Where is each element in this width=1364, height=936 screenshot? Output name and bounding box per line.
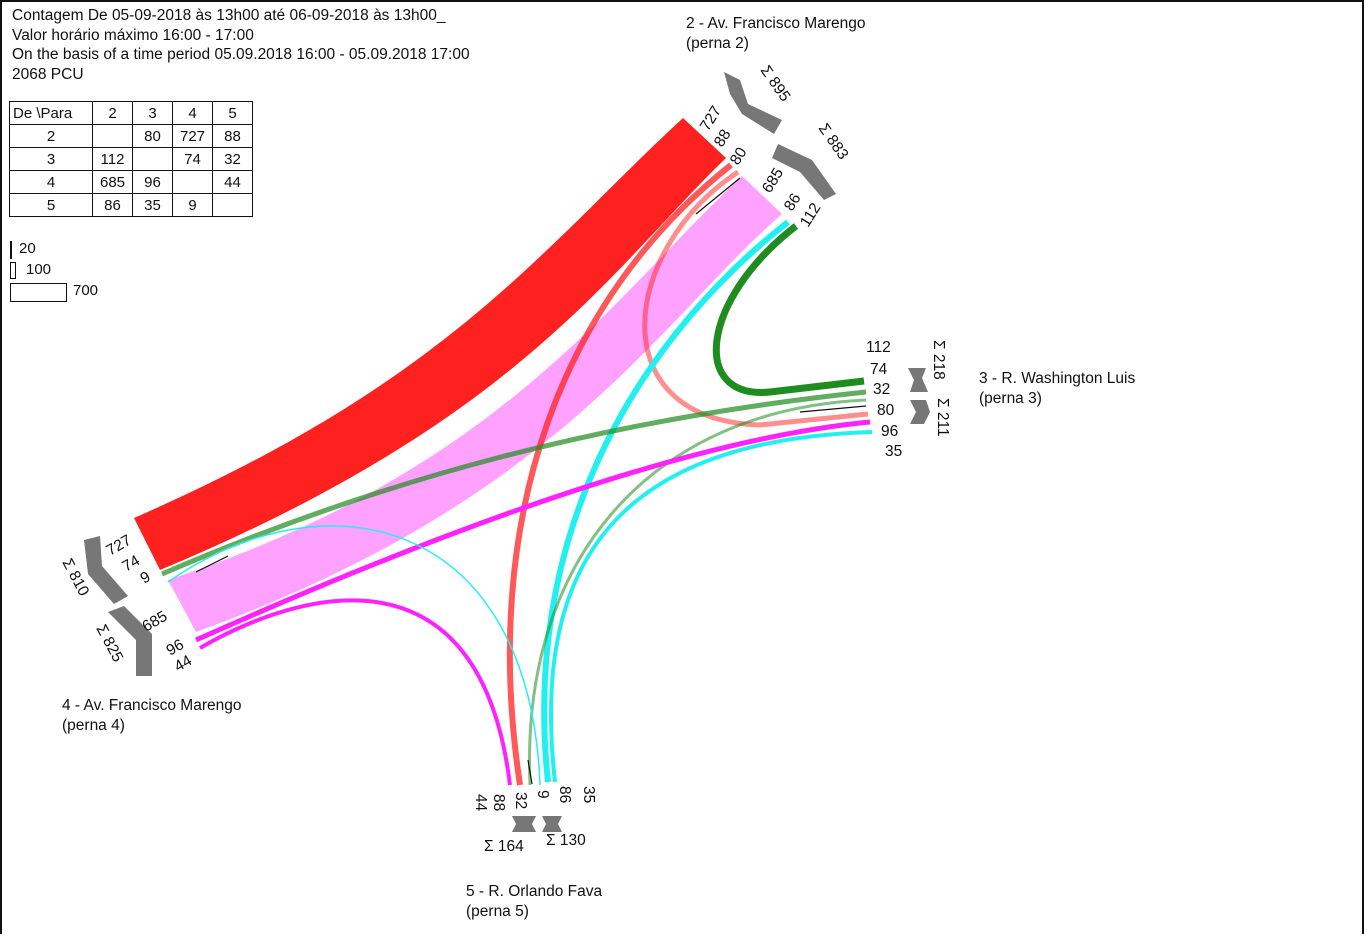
scale-label-100: 100 xyxy=(26,261,52,278)
leg3-label-35: 35 xyxy=(885,443,902,460)
flow-2-to-4 xyxy=(134,118,726,570)
leg5-label-44: 44 xyxy=(472,794,489,812)
leg3-label-96: 96 xyxy=(881,423,898,440)
table-row: 2 80 727 88 xyxy=(9,124,253,148)
leg4-label-9: 9 xyxy=(138,568,154,587)
table-cell xyxy=(212,193,253,217)
leg2-label-86: 86 xyxy=(781,190,805,214)
leg5-value-labels: 44 88 32 9 86 35 Σ 164 Σ 130 xyxy=(472,786,597,855)
leg2-label-80: 80 xyxy=(727,144,751,168)
leg5-out-chevron xyxy=(542,816,562,832)
leg5-label-86: 86 xyxy=(556,786,573,803)
table-cell: 74 xyxy=(172,147,213,171)
col-header: 3 xyxy=(132,101,173,125)
leg3-sum-in: Σ 218 xyxy=(930,340,947,380)
table-cell: 727 xyxy=(172,124,213,148)
leg4-label-96: 96 xyxy=(164,636,187,659)
table-cell: 35 xyxy=(132,193,173,217)
leg4-out-chevron xyxy=(108,606,152,676)
table-header-row: De \Para 2 3 4 5 xyxy=(9,101,253,125)
leg5-sum-in: Σ 164 xyxy=(484,838,524,855)
row-header: 2 xyxy=(9,124,93,148)
table-cell: 80 xyxy=(132,124,173,148)
table-row: 4 685 96 44 xyxy=(9,170,253,194)
leg2-name: 2 - Av. Francisco Marengo xyxy=(686,15,866,32)
leg2-subname: (perna 2) xyxy=(686,35,749,52)
table-cell xyxy=(172,170,213,194)
leg2-label: 2 - Av. Francisco Marengo (perna 2) xyxy=(686,14,865,54)
total-pcu-text: 2068 PCU xyxy=(12,65,84,83)
flow-5-to-4 xyxy=(167,525,541,786)
leg3-label: 3 - R. Washington Luis (perna 3) xyxy=(979,369,1135,409)
count-period-title: Contagem De 05-09-2018 às 13h00 até 06-0… xyxy=(12,7,446,24)
leg5-label: 5 - R. Orlando Fava (perna 5) xyxy=(466,882,602,922)
leg3-value-labels: 112 74 32 80 96 35 Σ 218 Σ 211 xyxy=(866,339,951,460)
leg3-label-112: 112 xyxy=(866,339,891,356)
leg3-name: 3 - R. Washington Luis xyxy=(979,370,1136,387)
leg3-label-74: 74 xyxy=(870,361,888,378)
leg5-name: 5 - R. Orlando Fava xyxy=(466,883,603,900)
leg3-out-chevron xyxy=(910,400,930,424)
leg3-in-chevron xyxy=(908,368,928,392)
leg5-subname: (perna 5) xyxy=(466,903,529,920)
leg2-label-685: 685 xyxy=(759,165,787,196)
leg4-in-chevron xyxy=(84,536,128,604)
table-cell xyxy=(92,124,133,148)
table-cell: 86 xyxy=(92,193,133,217)
table-cell: 32 xyxy=(212,147,253,171)
leg3-subname: (perna 3) xyxy=(979,390,1042,407)
leg4-label: 4 - Av. Francisco Marengo (perna 4) xyxy=(62,696,241,736)
leg5-label-35: 35 xyxy=(580,786,597,803)
flow-2-to-3 xyxy=(642,169,869,428)
leg2-out-chevron xyxy=(772,144,836,200)
header-block: Contagem De 05-09-2018 às 13h00 até 06-0… xyxy=(12,6,470,84)
scale-label-20: 20 xyxy=(19,240,36,257)
leg5-sum-out: Σ 130 xyxy=(546,832,586,849)
flow-3-to-2 xyxy=(712,223,865,396)
flow-4-to-2 xyxy=(168,176,782,632)
table-row: 5 86 35 9 xyxy=(9,193,253,217)
flow-4-to-5 xyxy=(198,598,512,786)
leg5-label-32: 32 xyxy=(512,792,529,809)
leg4-sum-out: Σ 825 xyxy=(92,622,126,665)
scale-bar-20 xyxy=(10,241,12,259)
leg5-label-9: 9 xyxy=(534,790,551,799)
table-cell: 96 xyxy=(132,170,173,194)
leg5-in-chevron xyxy=(512,816,536,832)
flow-hatch xyxy=(195,177,867,785)
leg4-name: 4 - Av. Francisco Marengo xyxy=(62,697,242,714)
flow-5-to-3 xyxy=(549,430,873,783)
table-row: 3 112 74 32 xyxy=(9,147,253,171)
leg3-label-80: 80 xyxy=(877,402,895,419)
time-basis-text: On the basis of a time period 05.09.2018… xyxy=(12,46,470,63)
leg4-label-44: 44 xyxy=(172,652,196,676)
flow-4-to-3 xyxy=(194,419,871,643)
leg5-label-88: 88 xyxy=(490,794,507,811)
scale-label-700: 700 xyxy=(73,282,99,299)
scale-bar-100 xyxy=(10,262,16,279)
leg2-sum-out: Σ 883 xyxy=(815,121,852,163)
od-matrix-table: De \Para 2 3 4 5 2 80 727 88 3 112 74 32… xyxy=(9,101,253,217)
leg3-sum-out: Σ 211 xyxy=(934,398,951,437)
corner-cell: De \Para xyxy=(9,101,93,125)
peak-hour-text: Valor horário máximo 16:00 - 17:00 xyxy=(12,26,254,44)
leg3-label-32: 32 xyxy=(873,381,890,398)
flow-5-to-2 xyxy=(541,219,790,783)
row-header: 5 xyxy=(9,193,93,217)
leg2-in-chevron xyxy=(724,72,782,134)
scale-bar-700 xyxy=(10,283,67,302)
flow-2-to-5 xyxy=(506,162,733,786)
table-cell: 112 xyxy=(92,147,133,171)
flow-3-to-4 xyxy=(161,389,867,577)
leg2-sum-in: Σ 895 xyxy=(757,63,794,105)
leg2-label-88: 88 xyxy=(711,126,735,150)
leg4-subname: (perna 4) xyxy=(62,717,125,734)
flow-3-to-5 xyxy=(527,398,867,786)
leg4-label-74: 74 xyxy=(120,552,144,576)
